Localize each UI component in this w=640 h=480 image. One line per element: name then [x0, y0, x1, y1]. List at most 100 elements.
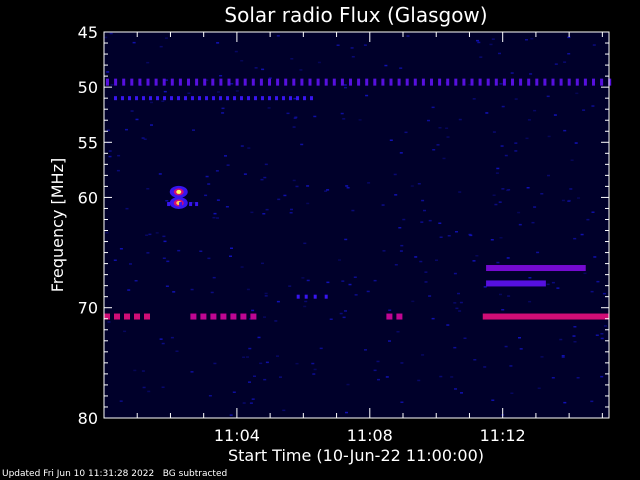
noise-speck [453, 346, 457, 349]
noise-speck [438, 127, 442, 129]
band-dot [203, 78, 207, 86]
noise-speck [460, 392, 463, 394]
noise-speck [161, 100, 165, 102]
band-dash [124, 313, 130, 320]
noise-speck [250, 211, 254, 214]
noise-speck [498, 52, 501, 55]
noise-speck [499, 237, 503, 239]
noise-speck [246, 356, 249, 358]
noise-speck [326, 189, 330, 191]
noise-speck [129, 263, 132, 265]
noise-speck [344, 86, 347, 89]
x-tick-label: 11:04 [214, 426, 260, 445]
noise-speck [261, 68, 265, 71]
noise-speck [147, 390, 151, 393]
band-dot [389, 78, 393, 86]
noise-speck [215, 170, 219, 172]
noise-speck [119, 248, 123, 250]
noise-speck [257, 336, 261, 339]
noise-speck [306, 279, 310, 282]
band-dash [210, 313, 217, 320]
noise-speck [274, 320, 278, 322]
noise-speck [485, 112, 489, 114]
noise-speck [106, 129, 110, 132]
noise-speck [141, 370, 145, 372]
noise-speck [563, 61, 567, 63]
noise-speck [145, 234, 149, 236]
noise-speck [551, 281, 555, 284]
noise-speck [424, 281, 428, 283]
noise-speck [295, 362, 299, 365]
noise-speck [106, 71, 110, 73]
band-dot [170, 96, 173, 101]
noise-speck [142, 386, 146, 389]
noise-speck [339, 312, 343, 315]
noise-speck [108, 155, 112, 158]
noise-speck [547, 174, 550, 177]
noise-speck [146, 188, 150, 190]
noise-speck [468, 233, 472, 236]
band-dot [551, 78, 555, 86]
band-dash [134, 313, 140, 320]
noise-speck [159, 338, 163, 340]
noise-speck [289, 212, 293, 214]
noise-speck [504, 154, 508, 157]
noise-speck [177, 249, 181, 252]
noise-speck [207, 183, 211, 185]
noise-speck [253, 375, 256, 377]
noise-speck [583, 272, 587, 275]
noise-speck [324, 190, 328, 192]
noise-speck [501, 188, 505, 190]
noise-speck [573, 341, 577, 343]
noise-speck [400, 401, 404, 403]
noise-speck [164, 37, 168, 39]
noise-speck [526, 187, 530, 189]
noise-speck [216, 217, 219, 219]
band-dot [191, 96, 194, 101]
noise-speck [216, 199, 220, 201]
noise-speck [384, 64, 388, 67]
noise-speck [221, 112, 225, 114]
noise-speck [561, 356, 565, 358]
noise-speck [251, 398, 255, 400]
noise-speck [491, 38, 495, 40]
noise-speck [263, 378, 267, 381]
noise-speck [365, 94, 369, 97]
band-dot [184, 96, 187, 101]
noise-speck [528, 300, 532, 303]
noise-speck [514, 150, 518, 152]
noise-speck [567, 199, 571, 202]
noise-speck [492, 194, 496, 196]
noise-speck [469, 234, 473, 237]
noise-speck [259, 362, 263, 365]
noise-speck [596, 280, 600, 283]
noise-speck [133, 369, 137, 372]
y-tick-label: 45 [78, 23, 98, 42]
noise-speck [577, 197, 580, 199]
feature-band [190, 313, 257, 320]
noise-speck [499, 293, 502, 296]
noise-speck [561, 355, 565, 357]
band-dot [300, 78, 304, 86]
noise-speck [207, 257, 211, 260]
band-dash [200, 313, 207, 320]
noise-speck [317, 61, 321, 64]
noise-speck [226, 164, 230, 166]
band-dash [104, 313, 110, 320]
band-segment [486, 280, 546, 287]
noise-speck [113, 259, 117, 261]
noise-speck [351, 56, 355, 58]
noise-speck [267, 107, 271, 109]
noise-speck [591, 105, 595, 107]
noise-speck [326, 281, 330, 284]
noise-speck [573, 326, 577, 328]
noise-speck [509, 365, 513, 367]
noise-speck [146, 252, 150, 254]
noise-speck [235, 90, 239, 92]
noise-speck [293, 117, 297, 119]
noise-speck [510, 392, 514, 394]
noise-speck [165, 79, 168, 81]
noise-speck [572, 335, 576, 337]
noise-speck [303, 305, 307, 308]
band-dot [519, 78, 523, 86]
